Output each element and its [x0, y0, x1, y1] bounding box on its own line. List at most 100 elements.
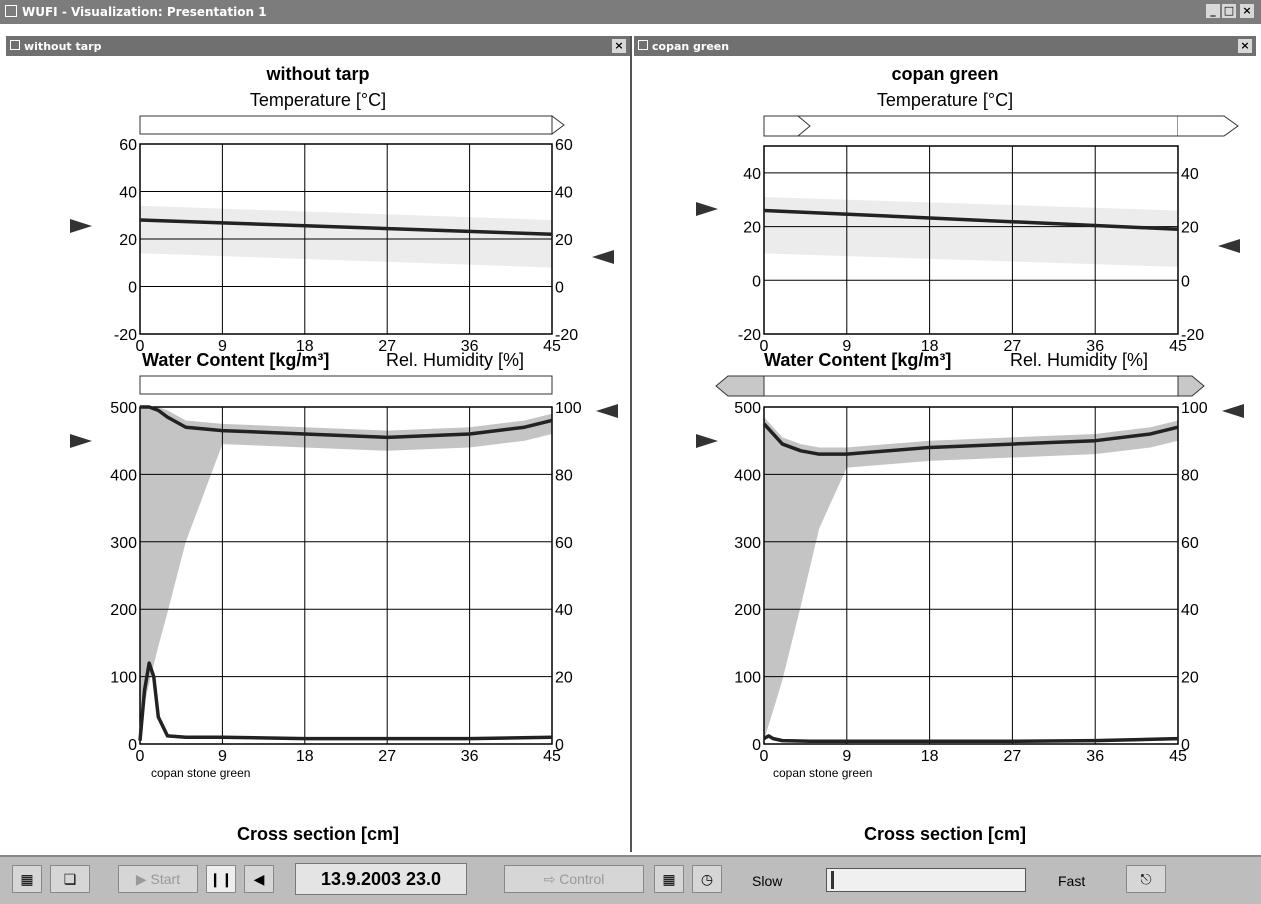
- temp-marker-right-icon[interactable]: [592, 250, 614, 264]
- control-icon: ⇨: [543, 871, 556, 887]
- y-tick-label: -20: [738, 327, 761, 344]
- maximize-button[interactable]: □: [1222, 4, 1236, 18]
- app-title: WUFI - Visualization: Presentation 1: [22, 5, 267, 19]
- x-tick-label: 27: [1004, 338, 1022, 355]
- x-tick-label: 36: [1086, 338, 1104, 355]
- table-button[interactable]: ▦: [654, 865, 684, 893]
- cross-section-label: Cross section [cm]: [863, 824, 1027, 844]
- step-back-icon: ◀: [253, 871, 265, 887]
- y2-tick-label: 80: [555, 467, 573, 484]
- clock-icon: ◷: [700, 871, 714, 887]
- temperature-line: [763, 208, 1179, 232]
- temp-scale-bar[interactable]: [139, 115, 565, 135]
- temp-marker-right-icon[interactable]: [1218, 239, 1240, 253]
- x-tick-label: 45: [543, 748, 561, 765]
- y-tick-label: 20: [119, 232, 137, 249]
- speed-slider[interactable]: [826, 868, 1026, 892]
- y2-tick-label: 20: [1181, 670, 1199, 687]
- temperature-line: [139, 218, 553, 236]
- x-tick-label: 45: [543, 338, 561, 355]
- exit-button[interactable]: ⎋: [1126, 865, 1166, 893]
- pause-icon: ❙❙: [209, 871, 233, 887]
- bottom-toolbar: ▦ ❏ ▶ Start ❙❙ ◀ 13.9.2003 23.0 ⇨ Contro…: [0, 855, 1261, 904]
- layer-name: copan stone green: [773, 766, 873, 780]
- y-tick-label: -20: [114, 327, 137, 344]
- x-tick-label: 45: [1169, 748, 1187, 765]
- layout-button[interactable]: ▦: [12, 865, 42, 893]
- y2-tick-label: 100: [555, 400, 582, 417]
- y2-tick-label: 100: [1181, 400, 1208, 417]
- panel-title-bar: copan green ×: [634, 36, 1256, 56]
- date-display: 13.9.2003 23.0: [295, 863, 467, 895]
- pause-button[interactable]: ❙❙: [206, 865, 236, 893]
- x-tick-label: 9: [842, 338, 851, 355]
- control-label: Control: [559, 871, 605, 887]
- panel-window-title: copan green: [652, 40, 730, 53]
- humidity-marker-right-icon[interactable]: [596, 404, 618, 418]
- water-scale-bar[interactable]: [139, 375, 553, 395]
- y2-tick-label: 40: [555, 185, 573, 202]
- y-tick-label: 300: [734, 535, 761, 552]
- y2-tick-label: 20: [555, 232, 573, 249]
- panel-window-title: without tarp: [24, 40, 102, 53]
- y-tick-label: 100: [734, 670, 761, 687]
- y-tick-label: 0: [752, 273, 761, 290]
- temp-scale-bar[interactable]: [763, 115, 1239, 137]
- start-label: Start: [150, 871, 181, 887]
- clock-button[interactable]: ◷: [692, 865, 722, 893]
- y-tick-label: 40: [119, 185, 137, 202]
- temp-marker-left-icon[interactable]: [70, 219, 92, 233]
- y2-tick-label: 0: [1181, 273, 1190, 290]
- y2-tick-label: 80: [1181, 467, 1199, 484]
- water-marker-left-icon[interactable]: [696, 434, 718, 448]
- y2-tick-label: 60: [555, 535, 573, 552]
- panel-title-bar: without tarp ×: [6, 36, 630, 56]
- y-tick-label: 400: [734, 467, 761, 484]
- water-content-line: [763, 734, 1179, 744]
- step-back-button[interactable]: ◀: [244, 865, 274, 893]
- panel-copan-green: copan green × copan green Temperature [°…: [634, 36, 1256, 852]
- x-tick-label: 27: [378, 748, 396, 765]
- panel-close-button[interactable]: ×: [612, 39, 626, 53]
- play-icon: ▶: [135, 871, 147, 887]
- y-tick-label: 0: [752, 737, 761, 754]
- x-tick-label: 36: [461, 338, 479, 355]
- app-title-bar: WUFI - Visualization: Presentation 1 _ □…: [0, 0, 1261, 24]
- y2-tick-label: 40: [1181, 166, 1199, 183]
- y-tick-label: 400: [110, 467, 137, 484]
- y-tick-label: 500: [734, 400, 761, 417]
- speed-slider-thumb[interactable]: [831, 871, 834, 889]
- water-scale-bar[interactable]: [715, 375, 1205, 397]
- water-marker-left-icon[interactable]: [70, 434, 92, 448]
- start-button[interactable]: ▶ Start: [118, 865, 198, 893]
- y-tick-label: 100: [110, 670, 137, 687]
- plot-frame: [763, 145, 1179, 335]
- x-tick-label: 18: [296, 748, 314, 765]
- x-tick-label: 18: [921, 748, 939, 765]
- y2-tick-label: -20: [555, 327, 578, 344]
- close-button[interactable]: ×: [1240, 4, 1254, 18]
- panel-close-button[interactable]: ×: [1238, 39, 1252, 53]
- y2-tick-label: 40: [1181, 602, 1199, 619]
- x-tick-label: 9: [842, 748, 851, 765]
- x-tick-label: 9: [218, 748, 227, 765]
- x-tick-label: 27: [1004, 748, 1022, 765]
- humidity-marker-right-icon[interactable]: [1222, 404, 1244, 418]
- y2-tick-label: 0: [1181, 737, 1190, 754]
- control-button[interactable]: ⇨ Control: [504, 865, 644, 893]
- minimize-button[interactable]: _: [1206, 4, 1220, 18]
- y2-tick-label: 20: [1181, 220, 1199, 237]
- panel-title: without tarp: [266, 64, 370, 84]
- temp-marker-left-icon[interactable]: [696, 202, 718, 216]
- y-tick-label: 500: [110, 400, 137, 417]
- temperature-label: Temperature [°C]: [249, 90, 387, 110]
- x-tick-label: 9: [218, 338, 227, 355]
- copy-button[interactable]: ❏: [50, 865, 90, 893]
- temperature-label: Temperature [°C]: [876, 90, 1014, 110]
- table-icon: ▦: [662, 871, 676, 887]
- panel-title: copan green: [891, 64, 999, 84]
